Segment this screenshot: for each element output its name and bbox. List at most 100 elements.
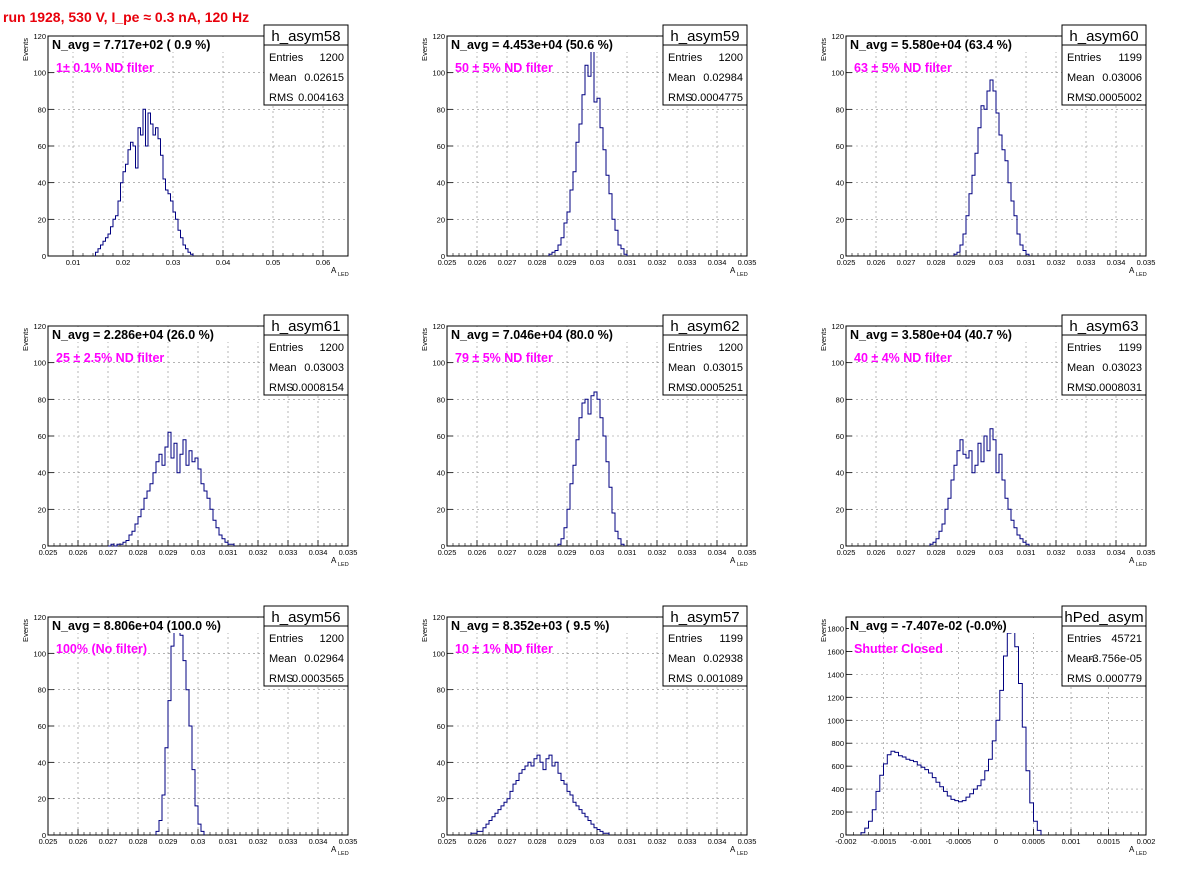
y-tick-label: 1200 <box>827 693 844 702</box>
y-tick-label: 20 <box>836 505 844 514</box>
navg-label: N_avg = 5.580e+04 (63.4 %) <box>850 38 1012 52</box>
x-axis-label-sub: LED <box>737 272 748 278</box>
histogram-name: h_asym60 <box>1069 28 1138 45</box>
y-tick-label: 20 <box>437 215 445 224</box>
filter-label: 25 ± 2.5% ND filter <box>56 351 164 365</box>
x-tick-label: 0.034 <box>708 258 727 267</box>
navg-label-bg <box>849 37 1063 52</box>
x-tick-label: 0.03 <box>191 548 206 557</box>
y-tick-label: 120 <box>432 322 445 331</box>
x-tick-label: 0.033 <box>678 837 697 846</box>
y-tick-label: 100 <box>33 649 46 658</box>
x-axis-label-sub: LED <box>737 851 748 857</box>
x-tick-label: 0.027 <box>498 258 517 267</box>
navg-label: N_avg = 8.352e+03 ( 9.5 %) <box>451 619 609 633</box>
y-tick-label: 120 <box>432 613 445 622</box>
x-axis-label: A <box>331 556 337 565</box>
stats-label-entries: Entries <box>668 342 703 354</box>
stats-value-mean: 0.03023 <box>1102 362 1142 374</box>
y-tick-label: 80 <box>836 395 844 404</box>
x-tick-label: 0.028 <box>528 548 547 557</box>
x-tick-label: 0.027 <box>498 837 517 846</box>
x-tick-label: -0.0005 <box>946 837 971 846</box>
stats-label-entries: Entries <box>1067 633 1102 645</box>
y-axis-label: Events <box>21 328 30 351</box>
x-tick-label: 0.031 <box>219 837 238 846</box>
x-tick-label: 0.028 <box>528 258 547 267</box>
y-tick-label: 40 <box>836 179 844 188</box>
y-tick-label: 40 <box>836 469 844 478</box>
x-tick-label: 0 <box>994 837 998 846</box>
stats-box <box>1061 314 1147 396</box>
histogram-name: h_asym63 <box>1069 318 1138 335</box>
y-tick-label: 40 <box>38 469 46 478</box>
x-tick-label: 0.001 <box>1062 837 1081 846</box>
stats-value-rms: 0.0004775 <box>691 92 743 104</box>
navg-label-bg <box>51 327 265 342</box>
y-axis-label: Events <box>21 619 30 642</box>
navg-label: N_avg = 2.286e+04 (26.0 %) <box>52 328 214 342</box>
filter-label: 10 ± 1% ND filter <box>455 642 553 656</box>
x-tick-label: 0.034 <box>1107 548 1126 557</box>
x-tick-label: 0.06 <box>316 258 331 267</box>
x-axis-label: A <box>1129 266 1135 275</box>
filter-label: 79 ± 5% ND filter <box>455 351 553 365</box>
x-tick-label: 0.029 <box>957 258 976 267</box>
filter-label: 1± 0.1% ND filter <box>56 61 154 75</box>
x-axis-label-sub: LED <box>1136 272 1147 278</box>
histogram-panel-h_asym62: 0.025 0.026 0.027 0.028 0.029 0.03 0.031 0.032 0… <box>420 314 756 568</box>
stats-label-mean: Mean <box>1067 362 1095 374</box>
x-tick-label: 0.025 <box>837 258 856 267</box>
x-axis-label-sub: LED <box>1136 562 1147 568</box>
stats-box <box>263 314 349 396</box>
x-tick-label: 0.026 <box>468 258 487 267</box>
stats-value-mean: 0.02615 <box>304 72 344 84</box>
y-tick-label: 40 <box>38 758 46 767</box>
x-tick-label: 0.029 <box>159 548 178 557</box>
x-tick-label: 0.025 <box>39 837 58 846</box>
y-tick-label: 120 <box>33 613 46 622</box>
y-axis-label: Events <box>420 619 429 642</box>
stats-label-entries: Entries <box>269 633 304 645</box>
stats-box <box>263 24 349 106</box>
x-tick-label: 0.05 <box>266 258 281 267</box>
stats-value-mean: 0.03006 <box>1102 72 1142 84</box>
y-tick-label: 100 <box>432 359 445 368</box>
histogram-name: h_asym62 <box>670 318 739 335</box>
x-tick-label: 0.025 <box>438 837 457 846</box>
x-tick-label: 0.028 <box>927 258 946 267</box>
x-tick-label: 0.002 <box>1137 837 1156 846</box>
x-tick-label: 0.028 <box>129 837 148 846</box>
x-axis-label: A <box>1129 556 1135 565</box>
histogram-series-h_asym56 <box>155 620 205 835</box>
histogram-name: h_asym57 <box>670 609 739 626</box>
y-tick-label: 1400 <box>827 670 844 679</box>
x-axis-label-sub: LED <box>737 562 748 568</box>
x-tick-label: 0.029 <box>558 837 577 846</box>
x-tick-label: 0.032 <box>648 548 667 557</box>
stats-label-entries: Entries <box>668 633 703 645</box>
navg-label-bg <box>450 37 664 52</box>
y-tick-label: 1600 <box>827 647 844 656</box>
stats-label-rms: RMS <box>269 382 293 394</box>
x-tick-label: 0.026 <box>69 548 88 557</box>
navg-label-bg <box>51 37 265 52</box>
filter-label: 40 ± 4% ND filter <box>854 351 952 365</box>
y-tick-label: 120 <box>831 322 844 331</box>
page-title: run 1928, 530 V, I_pe ≈ 0.3 nA, 120 Hz <box>3 9 250 25</box>
x-tick-label: 0.034 <box>708 548 727 557</box>
x-tick-label: 0.03 <box>590 258 605 267</box>
y-tick-label: 80 <box>38 686 46 695</box>
histogram-series-h_asym61 <box>108 431 235 547</box>
navg-label-bg <box>51 618 265 633</box>
y-axis-label: Events <box>819 38 828 61</box>
x-tick-label: 0.029 <box>957 548 976 557</box>
navg-label-bg <box>450 327 664 342</box>
stats-label-rms: RMS <box>269 673 293 685</box>
histogram-panel-h_asym57: 0.025 0.026 0.027 0.028 0.029 0.03 0.031 0.032 0… <box>420 605 756 857</box>
stats-label-mean: Mean <box>1067 653 1095 665</box>
y-tick-label: 80 <box>836 105 844 114</box>
x-tick-label: 0.025 <box>39 548 58 557</box>
y-tick-label: 60 <box>437 722 445 731</box>
